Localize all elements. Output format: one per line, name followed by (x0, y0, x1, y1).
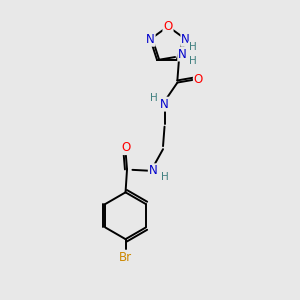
Text: N: N (181, 33, 190, 46)
Text: N: N (146, 33, 155, 46)
Text: N: N (178, 47, 187, 61)
Text: H: H (161, 172, 169, 182)
Text: N: N (160, 98, 169, 111)
Text: O: O (194, 73, 203, 86)
Text: H: H (151, 92, 158, 103)
Text: O: O (121, 141, 130, 154)
Text: Br: Br (119, 250, 132, 264)
Text: H: H (189, 42, 196, 52)
Text: O: O (164, 20, 172, 33)
Text: H: H (189, 56, 196, 66)
Text: N: N (149, 164, 158, 177)
